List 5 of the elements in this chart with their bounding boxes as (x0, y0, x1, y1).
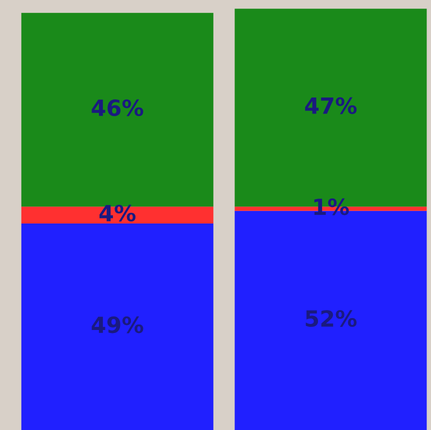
data-label: 49% (92, 316, 144, 334)
data-label: 46% (92, 99, 144, 116)
data-label: 4% (99, 204, 136, 222)
data-label: 52% (306, 310, 357, 327)
data-label: 47% (305, 97, 357, 114)
